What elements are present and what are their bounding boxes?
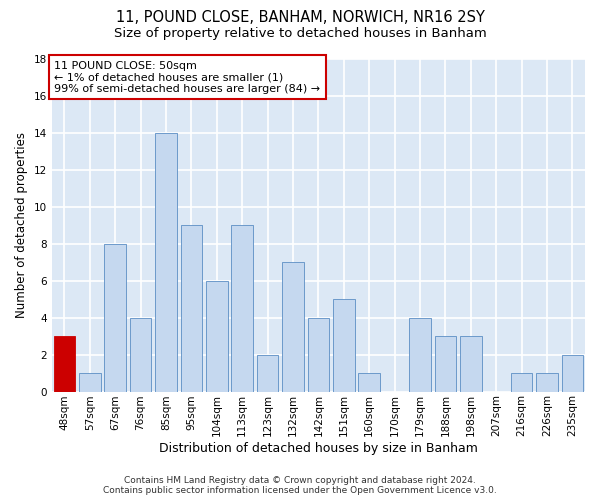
Text: 11 POUND CLOSE: 50sqm
← 1% of detached houses are smaller (1)
99% of semi-detach: 11 POUND CLOSE: 50sqm ← 1% of detached h… — [55, 60, 320, 94]
Bar — [308, 318, 329, 392]
Bar — [181, 226, 202, 392]
Bar — [232, 226, 253, 392]
Text: Size of property relative to detached houses in Banham: Size of property relative to detached ho… — [113, 28, 487, 40]
X-axis label: Distribution of detached houses by size in Banham: Distribution of detached houses by size … — [159, 442, 478, 455]
Bar — [460, 336, 482, 392]
Text: 11, POUND CLOSE, BANHAM, NORWICH, NR16 2SY: 11, POUND CLOSE, BANHAM, NORWICH, NR16 2… — [116, 10, 484, 25]
Y-axis label: Number of detached properties: Number of detached properties — [15, 132, 28, 318]
Bar — [257, 354, 278, 392]
Text: Contains HM Land Registry data © Crown copyright and database right 2024.
Contai: Contains HM Land Registry data © Crown c… — [103, 476, 497, 495]
Bar — [536, 373, 557, 392]
Bar — [53, 336, 75, 392]
Bar — [104, 244, 126, 392]
Bar — [333, 299, 355, 392]
Bar — [282, 262, 304, 392]
Bar — [79, 373, 101, 392]
Bar — [130, 318, 151, 392]
Bar — [409, 318, 431, 392]
Bar — [562, 354, 583, 392]
Bar — [434, 336, 456, 392]
Bar — [155, 133, 177, 392]
Bar — [358, 373, 380, 392]
Bar — [511, 373, 532, 392]
Bar — [206, 280, 227, 392]
